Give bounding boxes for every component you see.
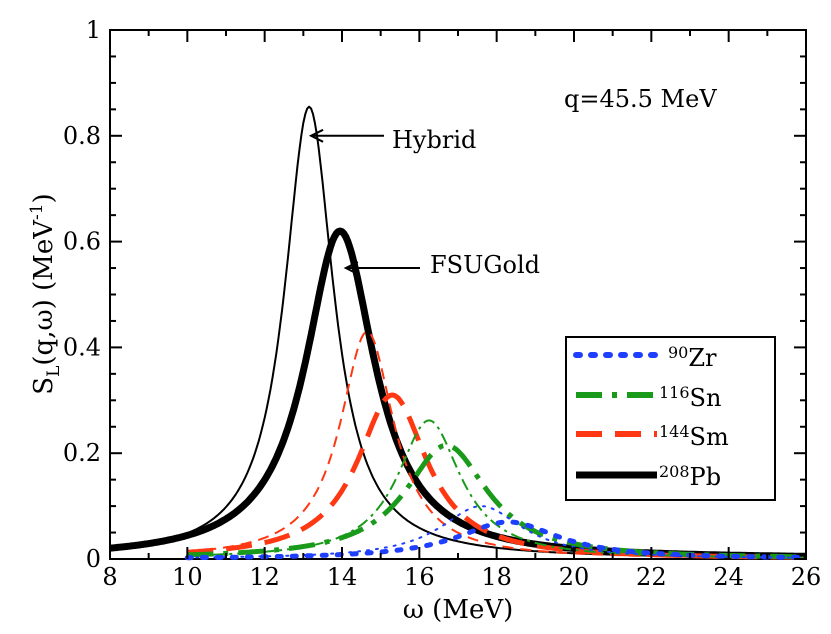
hybrid-label: Hybrid	[392, 126, 476, 154]
x-tick-label: 16	[404, 563, 435, 591]
x-tick-label: 18	[481, 563, 512, 591]
legend-zr-mass: 90	[668, 343, 688, 362]
q-annotation: q=45.5 MeV	[564, 85, 717, 113]
y-axis-label-sub: L	[44, 366, 64, 377]
x-tick-label: 14	[327, 563, 358, 591]
legend-sm-mass: 144	[659, 422, 690, 441]
y-axis-label-mid: (q,ω) (MeV	[29, 219, 59, 366]
legend-sn-mass: 116	[659, 383, 690, 402]
legend-label-sm: 144Sm	[659, 422, 729, 451]
y-axis-label-main: S	[29, 377, 59, 395]
legend-pb-mass: 208	[659, 462, 690, 481]
legend-sm-element: Sm	[690, 423, 729, 451]
x-tick-label: 12	[249, 563, 280, 591]
x-tick-label: 20	[559, 563, 590, 591]
y-tick-label: 0.4	[63, 333, 101, 361]
legend-label-sn: 116Sn	[659, 383, 721, 412]
tick-labels-group: 8 10 12 14 16 18 20 22 24 26 0 0.2 0.4 0.6 0.8 1	[63, 16, 821, 591]
y-axis-label-sup: -1	[27, 203, 47, 220]
y-axis-label: SL(q,ω) (MeV-1)	[27, 193, 64, 394]
x-axis-label: ω (MeV)	[403, 595, 514, 625]
y-axis-label-end: )	[29, 193, 59, 203]
y-tick-label: 0	[86, 545, 101, 573]
series-line-7	[184, 519, 809, 561]
x-tick-label: 22	[636, 563, 667, 591]
legend-lines	[573, 352, 660, 479]
x-tick-label: 26	[791, 563, 822, 591]
y-tick-label: 0.8	[63, 122, 101, 150]
series-line-5	[186, 442, 807, 560]
hybrid-arrowhead	[308, 128, 324, 143]
legend-pb-element: Pb	[690, 463, 722, 491]
y-tick-label: 1	[86, 16, 101, 44]
y-tick-label: 0.2	[63, 439, 101, 467]
y-tick-label: 0.6	[63, 228, 101, 256]
legend-label-pb: 208Pb	[659, 462, 721, 491]
fsugold-arrowhead	[343, 261, 359, 275]
ticks-group	[109, 29, 807, 560]
legend-label-zr: 90Zr	[668, 343, 717, 372]
legend-zr-element: Zr	[688, 344, 717, 372]
x-tick-label: 24	[713, 563, 744, 591]
x-tick-label: 8	[102, 563, 117, 591]
x-tick-label: 10	[172, 563, 203, 591]
legend: 90Zr 116Sn 144Sm 208Pb	[565, 336, 776, 501]
fsugold-label: FSUGold	[430, 251, 540, 279]
legend-sn-element: Sn	[690, 384, 722, 412]
